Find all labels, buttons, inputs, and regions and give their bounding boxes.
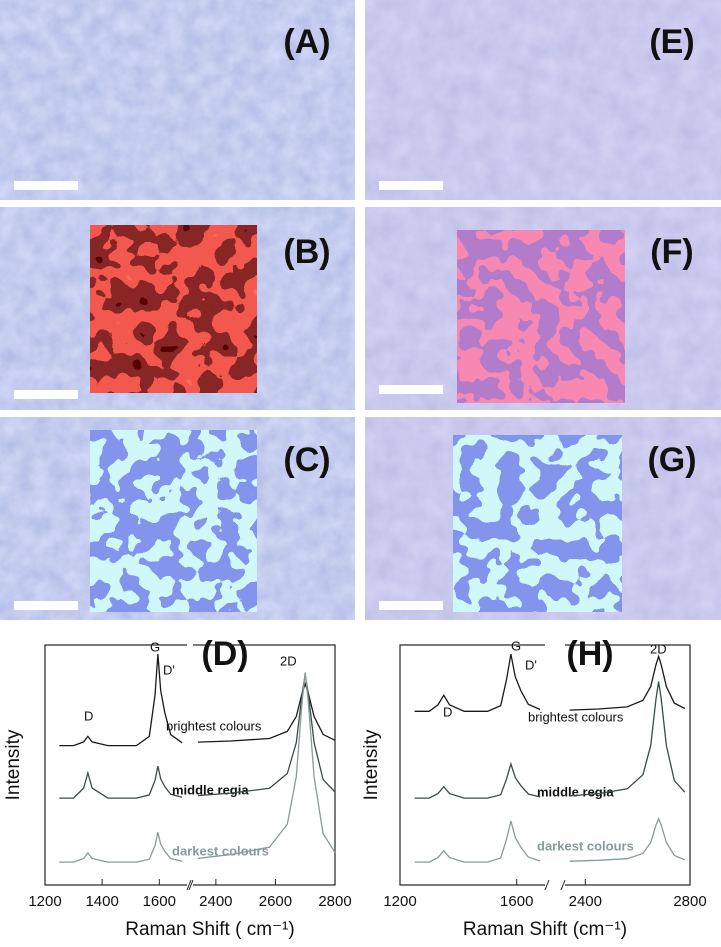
spectrum-line [59,672,336,863]
x-axis-label: Raman Shift ( cm⁻¹) [125,919,294,940]
x-tick-label: 1400 [85,893,118,910]
raman-map [453,435,622,612]
x-tick-label: 1200 [28,893,61,910]
scale-bar [379,181,443,190]
axis-break [545,641,565,649]
spectrum-line [414,816,686,863]
scale-bar [14,181,78,190]
annotation: D' [525,657,537,672]
annotation: darkest colours [172,843,269,858]
annotation: D [84,708,93,723]
micrograph [0,0,355,200]
axis-break [545,881,565,889]
x-tick-label: 1600 [143,893,176,910]
annotation: G [511,638,521,653]
panel-label: (G) [647,441,696,479]
annotation: D' [163,662,175,677]
scale-bar [379,385,443,394]
annotation: 2D [650,641,667,656]
annotation: G [150,639,160,654]
annotation: darkest colours [537,838,634,853]
y-axis-label: Intensity [361,729,382,800]
x-tick-label: 2600 [259,893,292,910]
break-mark [188,879,194,891]
annotation: middle regia [537,784,614,799]
x-tick-label: 2400 [569,893,602,910]
panel-label: (E) [649,23,694,61]
scale-bar [14,601,78,610]
x-tick-label: 2800 [318,893,351,910]
micrograph [365,0,721,200]
break-mark [544,879,550,891]
raman-map [457,230,625,403]
spectrum-line [414,653,686,712]
raman-map [90,225,257,393]
break-mark [186,879,192,891]
raman-map [90,430,257,612]
x-tick-label: 1600 [500,893,533,910]
annotation: D [443,704,452,719]
axis-break [187,641,193,649]
panel-label: (F) [650,233,693,271]
scale-bar [379,601,443,610]
break-mark [560,879,566,891]
panel-label: (B) [283,233,330,271]
annotation: brightest colours [528,709,624,724]
panel-label: (C) [283,441,330,479]
axis-break [187,881,193,889]
x-tick-label: 1200 [383,893,416,910]
annotation: brightest colours [166,718,262,733]
spectrum-line [59,674,336,799]
annotation: 2D [280,653,297,668]
x-axis-label: Raman Shift (cm⁻¹) [463,919,627,940]
chart-title: (D) [201,635,248,673]
x-tick-label: 2800 [673,893,706,910]
panel-label: (A) [283,23,330,61]
spectrum-line [414,681,686,799]
y-axis-label: Intensity [3,729,24,800]
chart-title: (H) [566,635,613,673]
x-tick-label: 2400 [199,893,232,910]
scale-bar [14,390,78,399]
